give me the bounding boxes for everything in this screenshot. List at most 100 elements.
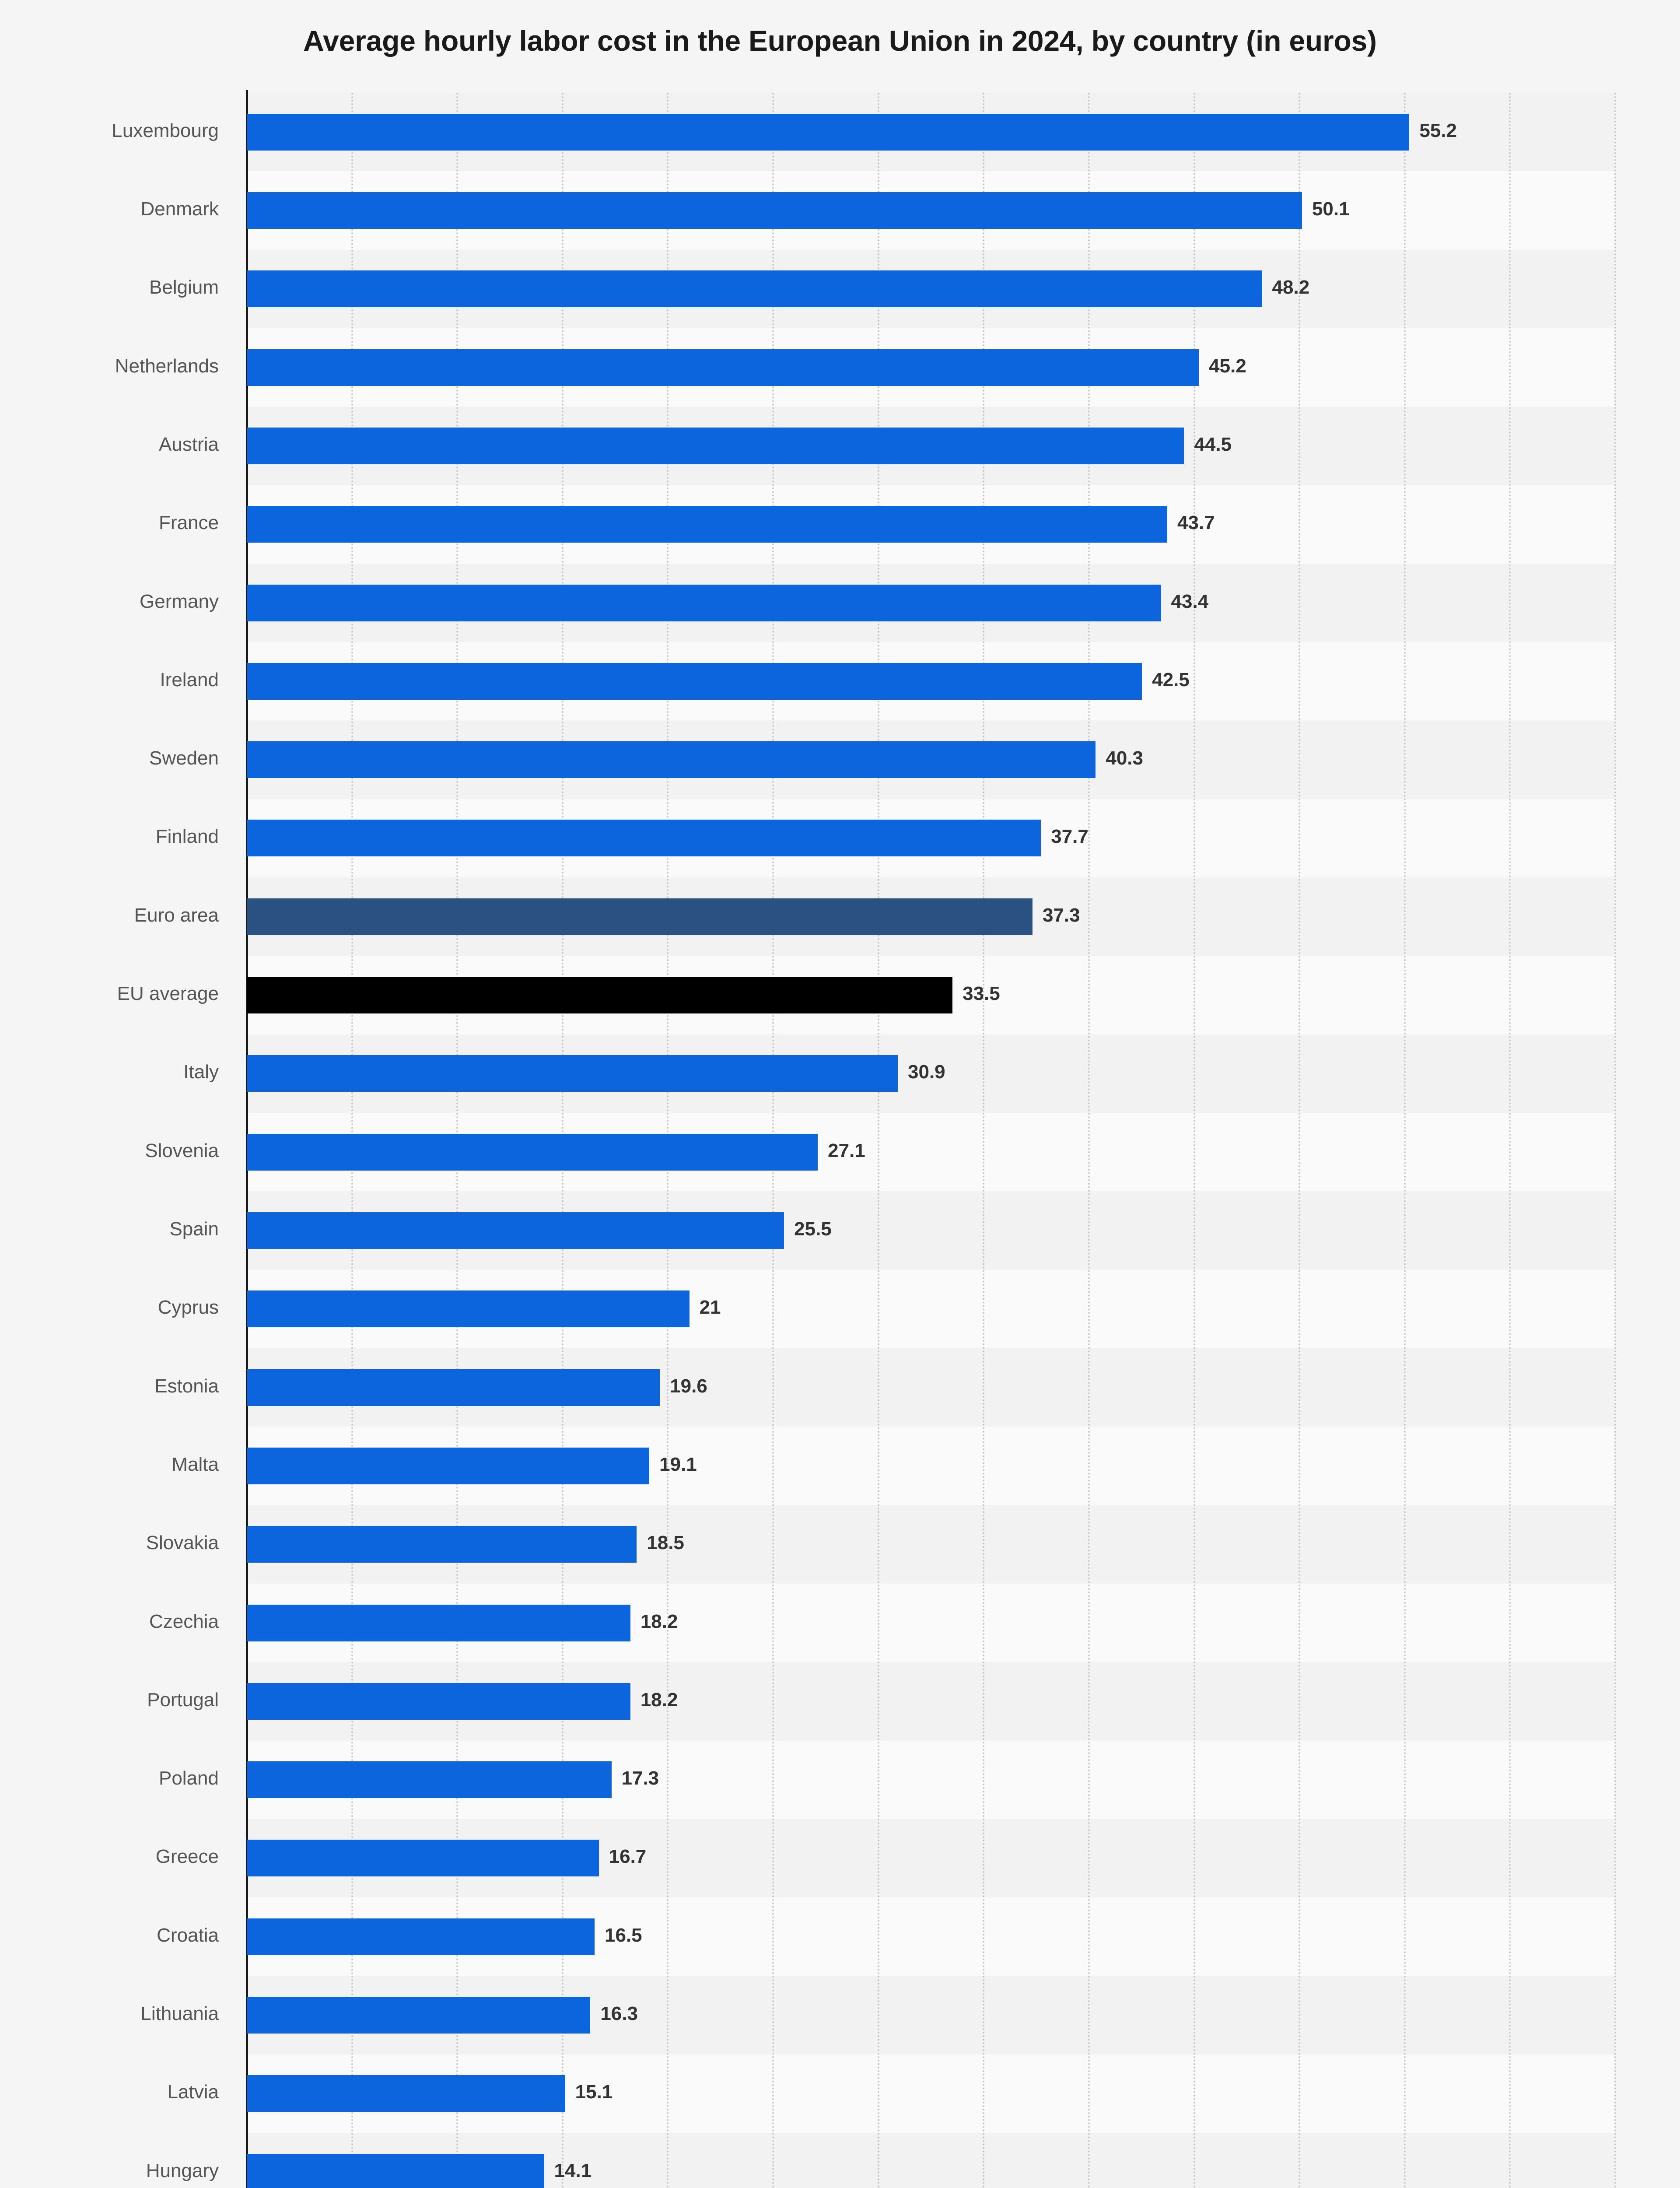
bar[interactable]: [247, 1997, 591, 2034]
bar-value-label: 17.3: [621, 1767, 659, 1789]
bar-row[interactable]: Portugal 18.2: [0, 1662, 1680, 1740]
category-label: Ireland: [160, 669, 219, 691]
bar[interactable]: [247, 427, 1184, 464]
bar[interactable]: [247, 977, 953, 1014]
bar-row[interactable]: Greece 16.7: [0, 1819, 1680, 1897]
bar-value-label: 37.3: [1042, 904, 1080, 926]
title-bar: Average hourly labor cost in the Europea…: [0, 0, 1680, 81]
bar-row[interactable]: Ireland 42.5: [0, 642, 1680, 720]
bar-value-label: 50.1: [1312, 198, 1350, 220]
bar[interactable]: [247, 1918, 595, 1955]
bar-value-label: 40.3: [1106, 747, 1143, 769]
bar-row[interactable]: Germany 43.4: [0, 564, 1680, 642]
bar-value-label: 27.1: [828, 1140, 865, 1161]
bar[interactable]: [247, 1526, 637, 1563]
bar-value-label: 43.4: [1171, 590, 1209, 612]
bar-value-label: 16.5: [605, 1924, 642, 1946]
bar-row[interactable]: Euro area 37.3: [0, 877, 1680, 956]
bar-row[interactable]: Czechia 18.2: [0, 1584, 1680, 1662]
bar-value-label: 14.1: [554, 2160, 592, 2181]
bar-value-label: 37.7: [1051, 826, 1088, 848]
bar[interactable]: [247, 1447, 650, 1484]
bar-row[interactable]: Poland 17.3: [0, 1741, 1680, 1819]
bar[interactable]: [247, 270, 1262, 308]
bar-row[interactable]: Italy 30.9: [0, 1034, 1680, 1113]
category-label: Netherlands: [115, 355, 219, 377]
bar-value-label: 18.5: [647, 1532, 684, 1554]
bar[interactable]: [247, 1290, 690, 1328]
bar-row[interactable]: Austria 44.5: [0, 407, 1680, 485]
gridline: [1404, 93, 1406, 2188]
bar-value-label: 21: [699, 1297, 721, 1318]
gridline: [877, 93, 879, 2188]
bar-value-label: 44.5: [1194, 433, 1232, 455]
category-label: Poland: [158, 1767, 219, 1789]
bar[interactable]: [247, 2075, 565, 2112]
bar[interactable]: [247, 1055, 898, 1092]
gridline: [1614, 93, 1616, 2188]
bar[interactable]: [247, 1133, 818, 1171]
bar[interactable]: [247, 1761, 612, 1799]
bar[interactable]: [247, 584, 1161, 621]
bar-value-label: 55.2: [1419, 119, 1457, 141]
bar-value-label: 18.2: [640, 1610, 678, 1632]
bar-row[interactable]: Estonia 19.6: [0, 1348, 1680, 1427]
bar[interactable]: [247, 2153, 544, 2188]
bar[interactable]: [247, 1212, 784, 1249]
bar-row[interactable]: Cyprus 21: [0, 1270, 1680, 1348]
category-label: EU average: [117, 983, 219, 1005]
page-title: Average hourly labor cost in the Europea…: [303, 25, 1377, 57]
category-label: Slovakia: [146, 1532, 219, 1554]
bar[interactable]: [247, 1683, 630, 1720]
bar-value-label: 16.7: [609, 1846, 647, 1868]
bar-row[interactable]: Finland 37.7: [0, 799, 1680, 877]
bar-row[interactable]: EU average 33.5: [0, 956, 1680, 1034]
bar-row[interactable]: Slovenia 27.1: [0, 1113, 1680, 1191]
bar-value-label: 48.2: [1272, 277, 1310, 298]
bar[interactable]: [247, 663, 1142, 700]
bar-value-label: 45.2: [1209, 355, 1246, 377]
category-label: Denmark: [140, 198, 219, 220]
bar-row[interactable]: Denmark 50.1: [0, 171, 1680, 249]
category-label: Latvia: [167, 2081, 219, 2103]
bar-row[interactable]: Hungary 14.1: [0, 2133, 1680, 2188]
bar[interactable]: [247, 113, 1410, 151]
category-label: Sweden: [149, 747, 219, 769]
bar-row[interactable]: Luxembourg 55.2: [0, 93, 1680, 171]
category-label: Hungary: [146, 2160, 219, 2181]
bar-row[interactable]: France 43.7: [0, 485, 1680, 564]
gridline: [1509, 93, 1511, 2188]
category-label: Luxembourg: [112, 119, 219, 141]
category-label: Croatia: [157, 1924, 219, 1946]
bar-row[interactable]: Spain 25.5: [0, 1191, 1680, 1269]
bar-value-label: 30.9: [908, 1061, 945, 1083]
bar[interactable]: [247, 1604, 630, 1641]
bar-row[interactable]: Netherlands 45.2: [0, 328, 1680, 407]
category-label: Spain: [169, 1218, 219, 1240]
bar-row[interactable]: Belgium 48.2: [0, 250, 1680, 328]
bar[interactable]: [247, 1840, 599, 1877]
bar[interactable]: [247, 898, 1032, 935]
bar-row[interactable]: Lithuania 16.3: [0, 1976, 1680, 2054]
bar[interactable]: [247, 1369, 660, 1406]
category-label: Germany: [140, 590, 219, 612]
bar-row[interactable]: Croatia 16.5: [0, 1897, 1680, 1976]
bar[interactable]: [247, 349, 1199, 386]
category-label: Cyprus: [158, 1297, 219, 1318]
bar[interactable]: [247, 506, 1167, 543]
category-label: Lithuania: [140, 2003, 219, 2025]
bar[interactable]: [247, 820, 1041, 857]
bar-row[interactable]: Latvia 15.1: [0, 2055, 1680, 2133]
category-label: Austria: [159, 433, 219, 455]
category-label: Czechia: [149, 1610, 219, 1632]
y-axis-line: [246, 90, 248, 2188]
bar-row[interactable]: Sweden 40.3: [0, 720, 1680, 799]
bar-value-label: 42.5: [1152, 669, 1190, 691]
bar-value-label: 19.1: [659, 1453, 697, 1475]
bar[interactable]: [247, 741, 1096, 778]
bar[interactable]: [247, 192, 1302, 229]
bar-row[interactable]: Malta 19.1: [0, 1427, 1680, 1505]
gridline: [1088, 93, 1090, 2188]
bar-row[interactable]: Slovakia 18.5: [0, 1505, 1680, 1584]
